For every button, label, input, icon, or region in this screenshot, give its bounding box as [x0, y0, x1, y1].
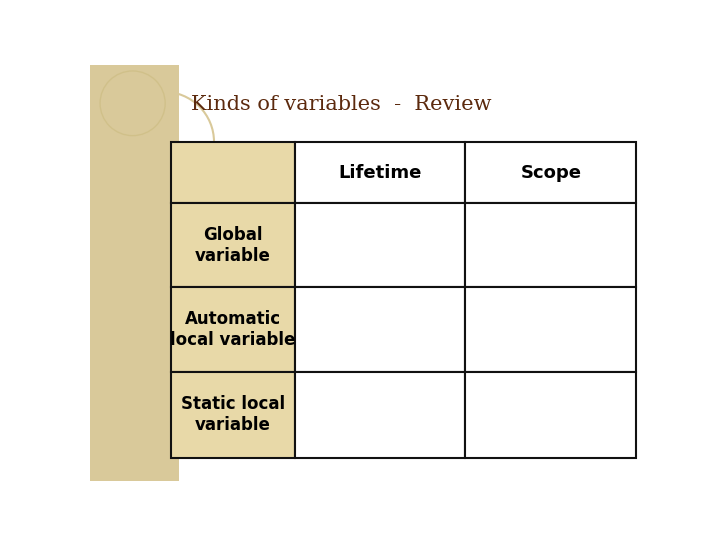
Bar [465, 287, 636, 372]
Bar [171, 372, 294, 457]
Bar [465, 204, 636, 287]
Bar [90, 65, 179, 481]
Bar [171, 204, 294, 287]
Bar [294, 204, 465, 287]
Bar [465, 372, 636, 457]
Text: Scope: Scope [521, 164, 581, 181]
Bar [294, 372, 465, 457]
Bar [171, 287, 294, 372]
Text: Static local
variable: Static local variable [181, 395, 285, 434]
Text: Global
variable: Global variable [195, 226, 271, 265]
Bar [465, 142, 636, 204]
Bar [294, 287, 465, 372]
Bar [171, 142, 294, 204]
Text: Automatic
local variable: Automatic local variable [171, 310, 296, 349]
Text: Lifetime: Lifetime [338, 164, 422, 181]
Text: Kinds of variables  -  Review: Kinds of variables - Review [191, 96, 491, 114]
Circle shape [100, 71, 165, 136]
Bar [294, 142, 465, 204]
